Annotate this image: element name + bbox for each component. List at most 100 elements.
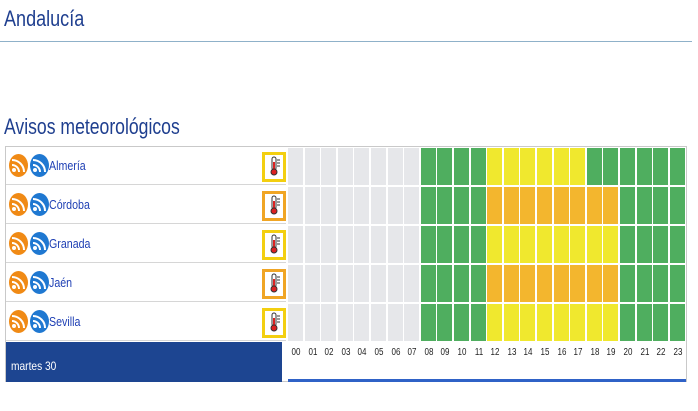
hour-cell[interactable]: [321, 265, 337, 302]
hour-cell[interactable]: [653, 148, 669, 185]
hour-cell[interactable]: [437, 265, 453, 302]
hour-cell[interactable]: [537, 265, 552, 302]
hour-cell[interactable]: [387, 226, 403, 263]
hour-cell[interactable]: [586, 265, 602, 302]
region-link-3[interactable]: Jaén: [49, 275, 73, 290]
hour-cell[interactable]: [371, 187, 386, 224]
hour-cell[interactable]: [586, 304, 602, 341]
hour-cell[interactable]: [487, 304, 503, 341]
hour-cell[interactable]: [669, 265, 685, 302]
hour-cell[interactable]: [537, 148, 552, 185]
hour-cell[interactable]: [520, 226, 536, 263]
hour-cell[interactable]: [603, 148, 619, 185]
hour-cell[interactable]: [288, 304, 303, 341]
hour-cell[interactable]: [387, 304, 403, 341]
hour-cell[interactable]: [520, 148, 536, 185]
hour-cell[interactable]: [553, 265, 569, 302]
hour-cell[interactable]: [404, 226, 420, 263]
hour-cell[interactable]: [420, 304, 436, 341]
hour-cell[interactable]: [586, 226, 602, 263]
hour-cell[interactable]: [321, 304, 337, 341]
hour-cell[interactable]: [288, 148, 303, 185]
rss-icon[interactable]: [30, 271, 49, 294]
hour-cell[interactable]: [437, 226, 453, 263]
hour-cell[interactable]: [537, 304, 552, 341]
hour-cell[interactable]: [620, 304, 635, 341]
hour-cell[interactable]: [520, 304, 536, 341]
hour-cell[interactable]: [404, 304, 420, 341]
hour-cell[interactable]: [371, 226, 386, 263]
hour-cell[interactable]: [520, 187, 536, 224]
hour-cell[interactable]: [337, 265, 353, 302]
hour-cell[interactable]: [387, 148, 403, 185]
hour-cell[interactable]: [603, 265, 619, 302]
rss-icon[interactable]: [30, 154, 49, 177]
hour-cell[interactable]: [420, 226, 436, 263]
thermometer-icon[interactable]: [262, 191, 286, 221]
hour-cell[interactable]: [669, 148, 685, 185]
hour-cell[interactable]: [404, 148, 420, 185]
hour-cell[interactable]: [669, 304, 685, 341]
hour-cell[interactable]: [371, 304, 386, 341]
region-link-2[interactable]: Granada: [49, 236, 91, 251]
hour-cell[interactable]: [503, 304, 519, 341]
rss-icon[interactable]: [9, 193, 28, 216]
hour-cell[interactable]: [288, 187, 303, 224]
hour-cell[interactable]: [454, 148, 469, 185]
hour-cell[interactable]: [337, 148, 353, 185]
hour-cell[interactable]: [537, 226, 552, 263]
hour-cell[interactable]: [470, 187, 486, 224]
region-link-0[interactable]: Almería: [49, 158, 86, 173]
hour-cell[interactable]: [288, 226, 303, 263]
hour-cell[interactable]: [437, 304, 453, 341]
hour-cell[interactable]: [636, 265, 652, 302]
hour-cell[interactable]: [420, 265, 436, 302]
hour-cell[interactable]: [454, 304, 469, 341]
hour-cell[interactable]: [470, 265, 486, 302]
hour-cell[interactable]: [337, 226, 353, 263]
hour-cell[interactable]: [570, 187, 586, 224]
rss-icon[interactable]: [9, 232, 28, 255]
rss-icon[interactable]: [9, 154, 28, 177]
hour-cell[interactable]: [354, 265, 370, 302]
hour-cell[interactable]: [636, 187, 652, 224]
hour-cell[interactable]: [503, 187, 519, 224]
hour-cell[interactable]: [487, 187, 503, 224]
hour-cell[interactable]: [620, 265, 635, 302]
hour-cell[interactable]: [304, 148, 320, 185]
hour-cell[interactable]: [653, 265, 669, 302]
rss-icon[interactable]: [30, 193, 49, 216]
hour-cell[interactable]: [487, 265, 503, 302]
hour-cell[interactable]: [620, 187, 635, 224]
hour-cell[interactable]: [503, 148, 519, 185]
hour-cell[interactable]: [570, 148, 586, 185]
hour-cell[interactable]: [653, 226, 669, 263]
hour-cell[interactable]: [653, 304, 669, 341]
hour-cell[interactable]: [437, 148, 453, 185]
rss-icon[interactable]: [30, 232, 49, 255]
region-link-1[interactable]: Córdoba: [49, 197, 90, 212]
thermometer-icon[interactable]: [262, 230, 286, 260]
hour-cell[interactable]: [371, 148, 386, 185]
rss-icon[interactable]: [9, 271, 28, 294]
hour-cell[interactable]: [620, 148, 635, 185]
hour-cell[interactable]: [371, 265, 386, 302]
hour-cell[interactable]: [304, 226, 320, 263]
hour-cell[interactable]: [537, 187, 552, 224]
hour-cell[interactable]: [553, 187, 569, 224]
hour-cell[interactable]: [586, 187, 602, 224]
hour-cell[interactable]: [337, 187, 353, 224]
hour-cell[interactable]: [669, 187, 685, 224]
rss-icon[interactable]: [9, 310, 28, 333]
hour-cell[interactable]: [321, 187, 337, 224]
hour-cell[interactable]: [603, 226, 619, 263]
hour-cell[interactable]: [387, 265, 403, 302]
hour-cell[interactable]: [354, 226, 370, 263]
hour-cell[interactable]: [404, 187, 420, 224]
hour-cell[interactable]: [337, 304, 353, 341]
hour-cell[interactable]: [603, 187, 619, 224]
hour-cell[interactable]: [636, 226, 652, 263]
hour-cell[interactable]: [304, 265, 320, 302]
hour-cell[interactable]: [636, 148, 652, 185]
hour-cell[interactable]: [553, 148, 569, 185]
